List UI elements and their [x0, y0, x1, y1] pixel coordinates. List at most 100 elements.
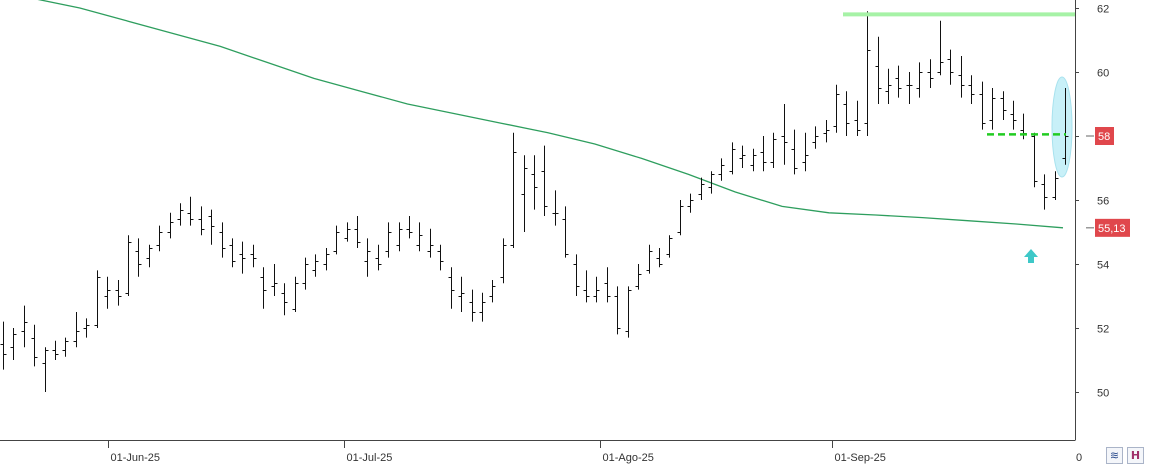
ohlc-bar [83, 318, 90, 338]
ohlc-bar [427, 228, 434, 258]
ohlc-bar [937, 20, 944, 76]
ohlc-bar [333, 225, 340, 255]
ohlc-bar [94, 270, 101, 328]
axes-layer: 505254565860625855,1301-Jun-2501-Jul-250… [0, 0, 1130, 464]
ohlc-bar [354, 216, 361, 248]
ohlc-bar [385, 222, 392, 258]
scroll-right-button[interactable]: H [1127, 447, 1144, 464]
ohlc-bar [271, 264, 278, 296]
ohlc-bar [219, 222, 226, 258]
ohlc-bar [10, 328, 17, 360]
ohlc-bar [927, 59, 934, 88]
date-tick-label: 01-Ago-25 [603, 452, 654, 464]
ohlc-bar [292, 276, 299, 312]
ohlc-bar [1041, 174, 1048, 210]
ohlc-bar [989, 88, 996, 130]
ohlc-bar [281, 283, 288, 316]
ohlc-bar [208, 209, 215, 245]
ohlc-bar [677, 200, 684, 236]
ohlc-bar [562, 206, 569, 258]
ohlc-bar [42, 347, 49, 392]
date-tick-label: 01-Jul-25 [347, 452, 393, 464]
ohlc-bar [229, 238, 236, 268]
ohlc-bar [541, 145, 548, 216]
ohlc-bar [187, 196, 194, 226]
ohlc-bar [718, 158, 725, 181]
ohlc-bar [239, 241, 246, 274]
ohlc-bar [770, 132, 777, 168]
ohlc-bar [458, 276, 465, 312]
price-tick-label: 50 [1097, 388, 1109, 400]
ohlc-bar [979, 81, 986, 130]
ohlc-bar [895, 65, 902, 98]
price-tick-label: 56 [1097, 196, 1109, 208]
ohlc-bar [198, 206, 205, 236]
ohlc-bar [812, 126, 819, 149]
ohlc-bar [521, 155, 528, 232]
price-tick-label: 60 [1097, 68, 1109, 80]
ohlc-bar [0, 321, 7, 370]
price-badge-box [1095, 127, 1114, 145]
price-badge-box [1095, 218, 1130, 237]
ohlc-bar [646, 244, 653, 274]
ohlc-bar [781, 104, 788, 165]
ohlc-bar [687, 193, 694, 213]
ohlc-bar [344, 222, 351, 242]
ohlc-bar [115, 280, 122, 306]
ohlc-bar [625, 286, 632, 338]
ohlc-bar [52, 340, 59, 360]
ohlc-bar [489, 280, 496, 303]
h-icon: H [1130, 449, 1141, 462]
ohlc-bars-layer [0, 11, 1069, 392]
price-badge: 55,13 [1086, 218, 1130, 237]
ohlc-bar [552, 190, 559, 226]
ohlc-bar [656, 248, 663, 268]
ohlc-bar [531, 155, 538, 210]
ohlc-bar [479, 292, 486, 322]
ohlc-bar [125, 235, 132, 296]
ohlc-bar [739, 145, 746, 168]
highlight-ellipse [1051, 76, 1073, 178]
ohlc-bar [635, 264, 642, 290]
ohlc-bar [469, 289, 476, 322]
ohlc-bar [312, 254, 319, 277]
ohlc-bar [177, 203, 184, 226]
ohlc-bar [1052, 171, 1059, 200]
ohlc-bar [791, 129, 798, 175]
ohlc-bar [250, 244, 257, 268]
date-tick-label: 01-Sep-25 [835, 452, 886, 464]
ohlc-bar [947, 49, 954, 85]
ohlc-bar [760, 136, 767, 172]
ohlc-bar [729, 142, 736, 175]
scroll-left-button[interactable]: ≋ [1106, 447, 1123, 464]
ohlc-bar [1031, 132, 1038, 188]
ohlc-bar [854, 100, 861, 136]
ohlc-bar [583, 270, 590, 303]
ohlc-bar [302, 257, 309, 290]
ohlc-bar [875, 36, 882, 104]
ohlc-bar [73, 312, 80, 348]
ohlc-bar [500, 238, 507, 284]
ohlc-bar [614, 286, 621, 335]
ohlc-bar [698, 177, 705, 200]
wave-icon: ≋ [1109, 449, 1120, 462]
ohlc-bar [156, 225, 163, 252]
ohlc-bar [750, 148, 757, 172]
price-badge-label: 58 [1098, 131, 1110, 143]
ohlc-bar [843, 91, 850, 136]
ohlc-bar [510, 132, 517, 248]
ohlc-bar [167, 212, 174, 239]
moving-average-layer [37, 0, 1064, 229]
ohlc-bar [958, 56, 965, 98]
ohlc-bar [21, 305, 28, 348]
ohlc-bar [260, 267, 267, 309]
price-badge: 58 [1086, 127, 1114, 145]
price-badge-label: 55,13 [1098, 223, 1126, 235]
price-tick-label: 52 [1097, 324, 1109, 336]
ohlc-bar [802, 132, 809, 172]
ohlc-bar [31, 324, 38, 367]
ohlc-bar [906, 72, 913, 104]
ohlc-bar [323, 248, 330, 271]
level-lines-layer [843, 12, 1075, 263]
